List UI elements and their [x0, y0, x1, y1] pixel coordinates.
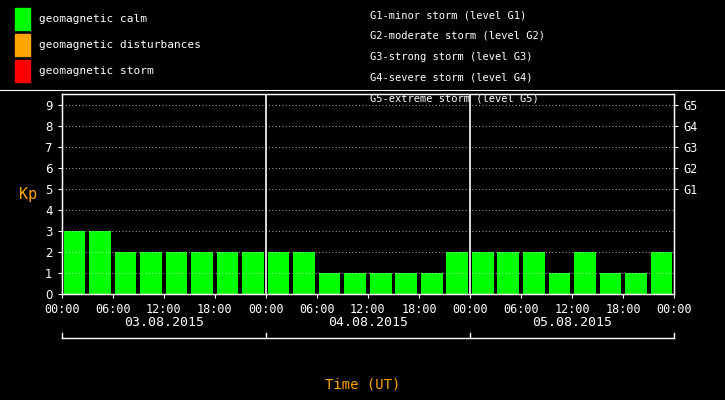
- Bar: [191, 252, 213, 294]
- Bar: [242, 252, 264, 294]
- Bar: [140, 252, 162, 294]
- Text: G4-severe storm (level G4): G4-severe storm (level G4): [370, 72, 532, 82]
- Text: Time (UT): Time (UT): [325, 377, 400, 391]
- Text: G3-strong storm (level G3): G3-strong storm (level G3): [370, 52, 532, 62]
- Bar: [344, 273, 366, 294]
- Bar: [523, 252, 544, 294]
- Text: G1-minor storm (level G1): G1-minor storm (level G1): [370, 10, 526, 20]
- Bar: [447, 252, 468, 294]
- Bar: [217, 252, 239, 294]
- Text: geomagnetic disturbances: geomagnetic disturbances: [39, 40, 201, 50]
- Bar: [294, 252, 315, 294]
- Bar: [600, 273, 621, 294]
- Bar: [549, 273, 571, 294]
- Bar: [165, 252, 187, 294]
- Bar: [472, 252, 494, 294]
- Bar: [89, 231, 111, 294]
- Text: geomagnetic calm: geomagnetic calm: [39, 14, 147, 24]
- Bar: [370, 273, 392, 294]
- Text: 04.08.2015: 04.08.2015: [328, 316, 408, 328]
- Bar: [319, 273, 341, 294]
- Text: G2-moderate storm (level G2): G2-moderate storm (level G2): [370, 31, 544, 41]
- Bar: [574, 252, 596, 294]
- Text: Kp: Kp: [19, 186, 37, 202]
- Bar: [115, 252, 136, 294]
- Bar: [650, 252, 672, 294]
- Bar: [64, 231, 86, 294]
- Bar: [421, 273, 442, 294]
- Bar: [268, 252, 289, 294]
- Text: geomagnetic storm: geomagnetic storm: [39, 66, 154, 76]
- Bar: [395, 273, 417, 294]
- Text: G5-extreme storm (level G5): G5-extreme storm (level G5): [370, 93, 539, 103]
- Bar: [625, 273, 647, 294]
- Bar: [497, 252, 519, 294]
- Text: 05.08.2015: 05.08.2015: [532, 316, 612, 328]
- Text: 03.08.2015: 03.08.2015: [124, 316, 204, 328]
